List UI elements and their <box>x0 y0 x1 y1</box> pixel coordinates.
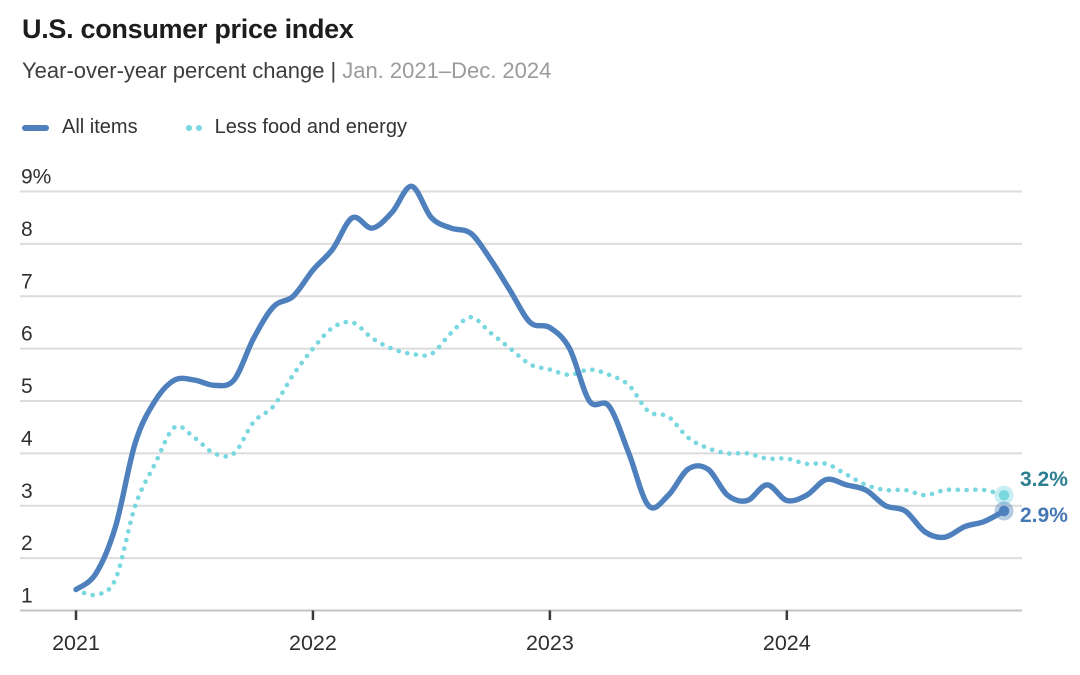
legend: All items Less food and energy <box>22 116 407 139</box>
legend-item-all-items: All items <box>22 116 138 139</box>
subtitle-date-range: Jan. 2021–Dec. 2024 <box>342 58 552 83</box>
y-tick-label: 3 <box>21 480 33 503</box>
y-tick-label: 8 <box>21 218 33 241</box>
y-tick-label: 1 <box>21 585 33 608</box>
less-food-and-energy-dots-swatch-icon <box>185 124 202 131</box>
all-items-line-swatch-icon <box>22 124 49 131</box>
legend-item-less-food-and-energy: Less food and energy <box>185 116 407 139</box>
x-tick-label: 2021 <box>52 631 100 655</box>
y-tick-label: 6 <box>21 323 33 346</box>
y-tick-label: 4 <box>21 427 33 450</box>
x-tick-label: 2022 <box>289 631 337 655</box>
y-tick-label: 9% <box>21 166 51 189</box>
end-dot-all-items <box>998 505 1010 517</box>
subtitle-measure: Year-over-year percent change <box>22 58 325 83</box>
series-line-less-food-and-energy <box>73 314 1007 598</box>
y-tick-label: 2 <box>21 532 33 555</box>
end-label-all-items: 2.9% <box>1020 504 1068 527</box>
legend-label-all-items: All items <box>62 116 138 138</box>
end-label-less-food-and-energy: 3.2% <box>1020 468 1068 491</box>
subtitle-separator: | <box>330 58 337 83</box>
end-dot-less-food-and-energy <box>998 490 1010 501</box>
chart-subtitle: Year-over-year percent change | Jan. 2021–… <box>22 57 551 84</box>
legend-label-less-food-and-energy: Less food and energy <box>214 116 407 138</box>
x-tick-label: 2024 <box>763 631 811 655</box>
series-line-all-items <box>73 183 1007 593</box>
x-tick-label: 2023 <box>526 631 574 655</box>
y-tick-label: 5 <box>21 375 33 398</box>
y-tick-label: 7 <box>21 270 33 293</box>
chart-title: U.S. consumer price index <box>22 14 354 44</box>
